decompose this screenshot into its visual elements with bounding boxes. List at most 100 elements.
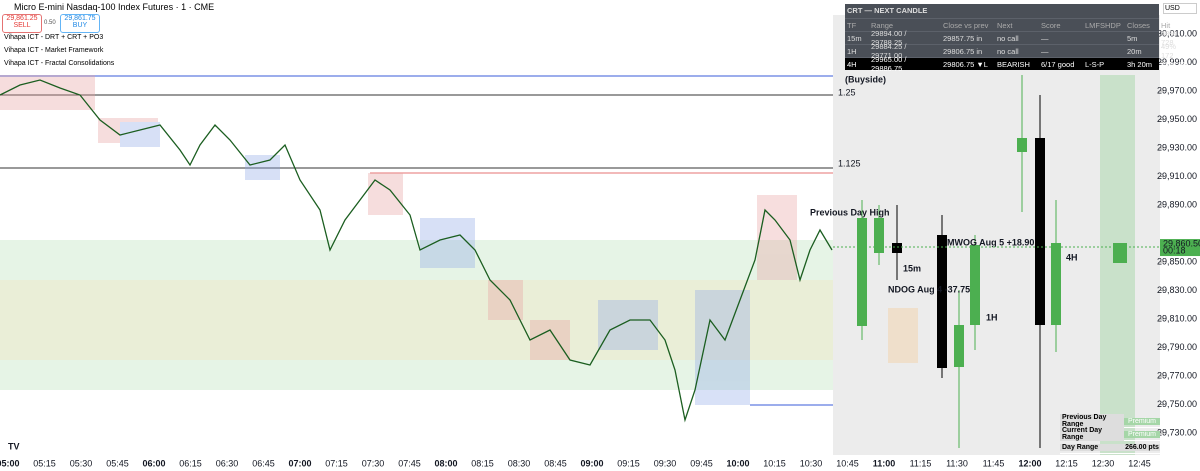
x-tick-label: 06:45 — [252, 458, 275, 468]
sell-label: SELL — [13, 22, 31, 29]
x-tick-label: 10:30 — [800, 458, 823, 468]
x-tick-label: 06:30 — [216, 458, 239, 468]
htf-candles — [857, 75, 1135, 455]
last-price-label: 29,860.50 — [1163, 238, 1200, 248]
range-value: 266.00 pts — [1124, 443, 1160, 451]
table-cell: — — [1041, 33, 1049, 43]
y-tick-label: 30,010.00 — [1157, 28, 1197, 38]
logo: TV — [8, 441, 20, 451]
table-row: TF Range Close vs prev Next Score LMFSHDP Clos… — [845, 18, 1170, 31]
table-cell: 29884.25 / 29771.00 — [871, 42, 907, 60]
y-tick-label: 29,850.00 — [1157, 256, 1197, 266]
x-tick-label: 10:45 — [836, 458, 859, 468]
buy-button[interactable]: 29,861.75 BUY — [60, 14, 100, 33]
tf-label: 15m — [903, 263, 921, 273]
y-tick-label: 29,930.00 — [1157, 142, 1197, 152]
x-tick-label: 11:15 — [910, 458, 932, 468]
range-row: Current Day Range Premium — [1060, 427, 1160, 441]
x-tick-label: 07:00 — [288, 458, 311, 468]
table-cell: 4H — [847, 59, 857, 69]
x-tick-label: 11:00 — [873, 458, 896, 468]
tf-label: 4H — [1066, 252, 1078, 262]
y-tick-label: 29,770.00 — [1157, 370, 1197, 380]
price-path — [0, 79, 833, 423]
x-tick-label: 08:30 — [508, 458, 531, 468]
level-label: 1.25 — [838, 87, 856, 97]
crt-table: CRT — NEXT CANDLE TF Range Close vs prev Nex… — [845, 4, 1186, 73]
x-tick-label: 05:45 — [106, 458, 129, 468]
buyside-label: (Buyside) — [845, 74, 886, 84]
x-tick-label: 11:30 — [946, 458, 968, 468]
x-tick-label: 08:00 — [434, 458, 457, 468]
x-tick-label: 05:00 — [0, 458, 20, 468]
range-table: Previous Day Range Premium Current Day Ran… — [1060, 414, 1160, 454]
table-cell: TF — [847, 20, 857, 30]
y-tick-label: 29,790.00 — [1157, 342, 1197, 352]
y-tick-label: 29,730.00 — [1157, 427, 1197, 437]
range-value: Premium — [1124, 417, 1160, 425]
x-tick-label: 06:00 — [142, 458, 165, 468]
x-tick-label: 08:15 — [471, 458, 494, 468]
level-label: 1.125 — [838, 158, 861, 168]
x-tick-label: 12:30 — [1092, 458, 1115, 468]
x-tick-label: 05:30 — [70, 458, 93, 468]
table-row: 4H 29965.00 / 29886.75 29806.75 ▼L BEARISH 6… — [845, 55, 1186, 73]
x-tick-label: 12:15 — [1055, 458, 1078, 468]
y-tick-label: 29,810.00 — [1157, 313, 1197, 323]
x-tick-label: 07:45 — [398, 458, 421, 468]
table-cell: 6/17 good — [1041, 59, 1075, 69]
symbol-title: Micro E-mini Nasdaq-100 Index Futures · … — [14, 2, 215, 12]
x-tick-label: 05:15 — [33, 458, 56, 468]
range-name: Day Range — [1060, 443, 1124, 451]
range-row: Day Range 266.00 pts — [1060, 441, 1160, 454]
y-tick-label: 29,750.00 — [1157, 399, 1197, 409]
table-cell: 1H — [847, 46, 857, 56]
x-tick-label: 09:45 — [690, 458, 713, 468]
range-value: Premium — [1124, 430, 1160, 438]
table-cell: Hit — [1161, 20, 1171, 30]
table-cell: L-S-P — [1085, 59, 1105, 69]
x-tick-label: 07:15 — [325, 458, 348, 468]
table-row: 15m 29894.00 / 29788.25 29857.75 in no call… — [845, 29, 1176, 47]
x-tick-label: 09:15 — [617, 458, 640, 468]
mwog-label: MWOG Aug 5 +18.90 — [947, 237, 1034, 247]
last-price-tag — [1160, 239, 1200, 257]
indicator-label: Vihapa ICT - Market Framework — [4, 47, 104, 54]
sell-price: 29,861.25 — [6, 15, 38, 22]
x-tick-label: 06:15 — [179, 458, 202, 468]
time-axis — [0, 455, 1200, 471]
equilibrium-zone — [0, 280, 833, 360]
table-cell: Close vs prev — [943, 20, 989, 30]
y-tick-label: 29,970.00 — [1157, 85, 1197, 95]
range-name: Current Day Range — [1060, 427, 1124, 441]
x-tick-label: 10:15 — [763, 458, 786, 468]
spread: 0.50 — [44, 20, 56, 26]
indicator-label: Vihapa ICT - Fractal Consolidations — [4, 60, 115, 67]
tf-label: 1H — [986, 312, 998, 322]
boxes — [0, 75, 918, 405]
indicator-label: Vihapa ICT - DRT + CRT + PO3 — [4, 34, 104, 41]
sell-button[interactable]: 29,861.25 SELL — [2, 14, 42, 33]
table-cell: 29894.00 / 29788.25 — [871, 29, 907, 47]
table-cell: 48% 50 — [1161, 59, 1187, 69]
table-cell: 29965.00 / 29886.75 — [871, 55, 907, 73]
y-tick-label: 29,830.00 — [1157, 285, 1197, 295]
table-row: 1H 29884.25 / 29771.00 29806.75 in no call —… — [845, 42, 1176, 60]
table-cell: LMFSHDP — [1085, 20, 1121, 30]
table-cell: 29806.75 in — [943, 46, 983, 56]
table-cell: Next — [997, 20, 1013, 30]
y-tick-label: 29,990.00 — [1157, 57, 1197, 67]
table-cell: 15m — [847, 33, 862, 43]
range-name: Previous Day Range — [1060, 414, 1124, 428]
table-cell: 29857.75 in — [943, 33, 983, 43]
table-cell: 5m — [1127, 33, 1138, 43]
table-cell: 49% 172 — [1161, 42, 1177, 60]
buy-price: 29,861.75 — [64, 15, 96, 22]
table-cell: no call — [997, 33, 1019, 43]
y-tick-label: 29,950.00 — [1157, 114, 1197, 124]
pdh-label: Previous Day High — [810, 207, 890, 217]
table-cell: Range — [871, 20, 894, 30]
currency[interactable]: USD — [1163, 3, 1197, 14]
x-tick-label: 12:00 — [1018, 458, 1041, 468]
